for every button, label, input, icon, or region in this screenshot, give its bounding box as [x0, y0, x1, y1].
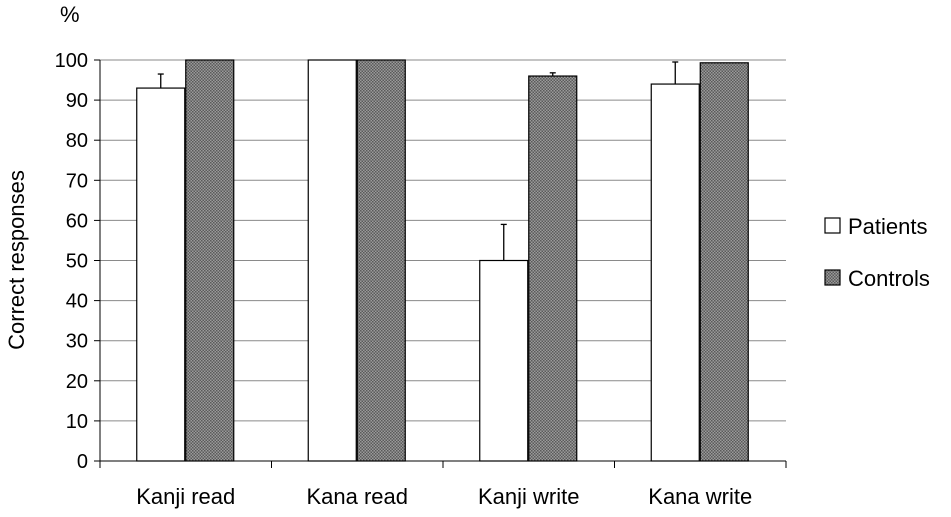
bar-patients-kana-read	[307, 59, 357, 462]
bar-controls-kanji-read	[185, 59, 235, 462]
unit-label: %	[60, 2, 80, 27]
legend-label-patients: Patients	[848, 214, 928, 239]
legend-label-controls: Controls	[848, 266, 930, 291]
bar-patients-kanji-read	[136, 87, 186, 462]
legend-swatch-controls	[824, 269, 841, 286]
bar-patients-kana-write	[650, 83, 700, 462]
x-category-label: Kanji write	[478, 484, 579, 509]
x-category-label: Kanji read	[136, 484, 235, 509]
y-tick-label: 60	[66, 210, 88, 232]
y-axis-title: Correct responses	[4, 170, 29, 350]
bar-controls-kana-read	[356, 59, 406, 462]
y-tick-label: 50	[66, 251, 88, 273]
bar-patients-kanji-write	[479, 259, 529, 462]
y-tick-label: 0	[77, 451, 88, 473]
y-tick-label: 20	[66, 371, 88, 393]
y-tick-label: 70	[66, 170, 88, 192]
legend-swatch-patients	[824, 217, 841, 234]
y-tick-label: 80	[66, 130, 88, 152]
bar-controls-kana-write	[699, 62, 749, 462]
x-category-labels: Kanji read Kana read Kanji write Kana write	[136, 484, 752, 509]
bar-controls-kanji-write	[528, 75, 578, 462]
x-category-label: Kana write	[648, 484, 752, 509]
bars	[136, 59, 749, 462]
y-ticks: 0 10 20 30 40 50 60 70 80 90 100	[55, 50, 100, 473]
legend: Patients Controls	[824, 214, 930, 291]
y-tick-label: 100	[55, 50, 88, 72]
y-tick-label: 40	[66, 291, 88, 313]
x-category-label: Kana read	[306, 484, 408, 509]
y-tick-label: 30	[66, 331, 88, 353]
y-tick-label: 10	[66, 411, 88, 433]
y-tick-label: 90	[66, 90, 88, 112]
